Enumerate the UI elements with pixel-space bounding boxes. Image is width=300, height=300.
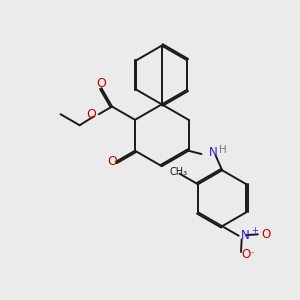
- Text: O: O: [86, 108, 96, 121]
- Text: N: N: [241, 229, 250, 242]
- Text: O: O: [261, 228, 271, 241]
- Text: +: +: [251, 226, 258, 235]
- Text: N: N: [209, 146, 218, 159]
- Text: O: O: [241, 248, 250, 261]
- Text: O: O: [97, 77, 106, 90]
- Text: CH₃: CH₃: [169, 167, 187, 177]
- Text: H: H: [219, 145, 227, 154]
- Text: ⁻: ⁻: [250, 250, 255, 260]
- Text: O: O: [107, 155, 117, 168]
